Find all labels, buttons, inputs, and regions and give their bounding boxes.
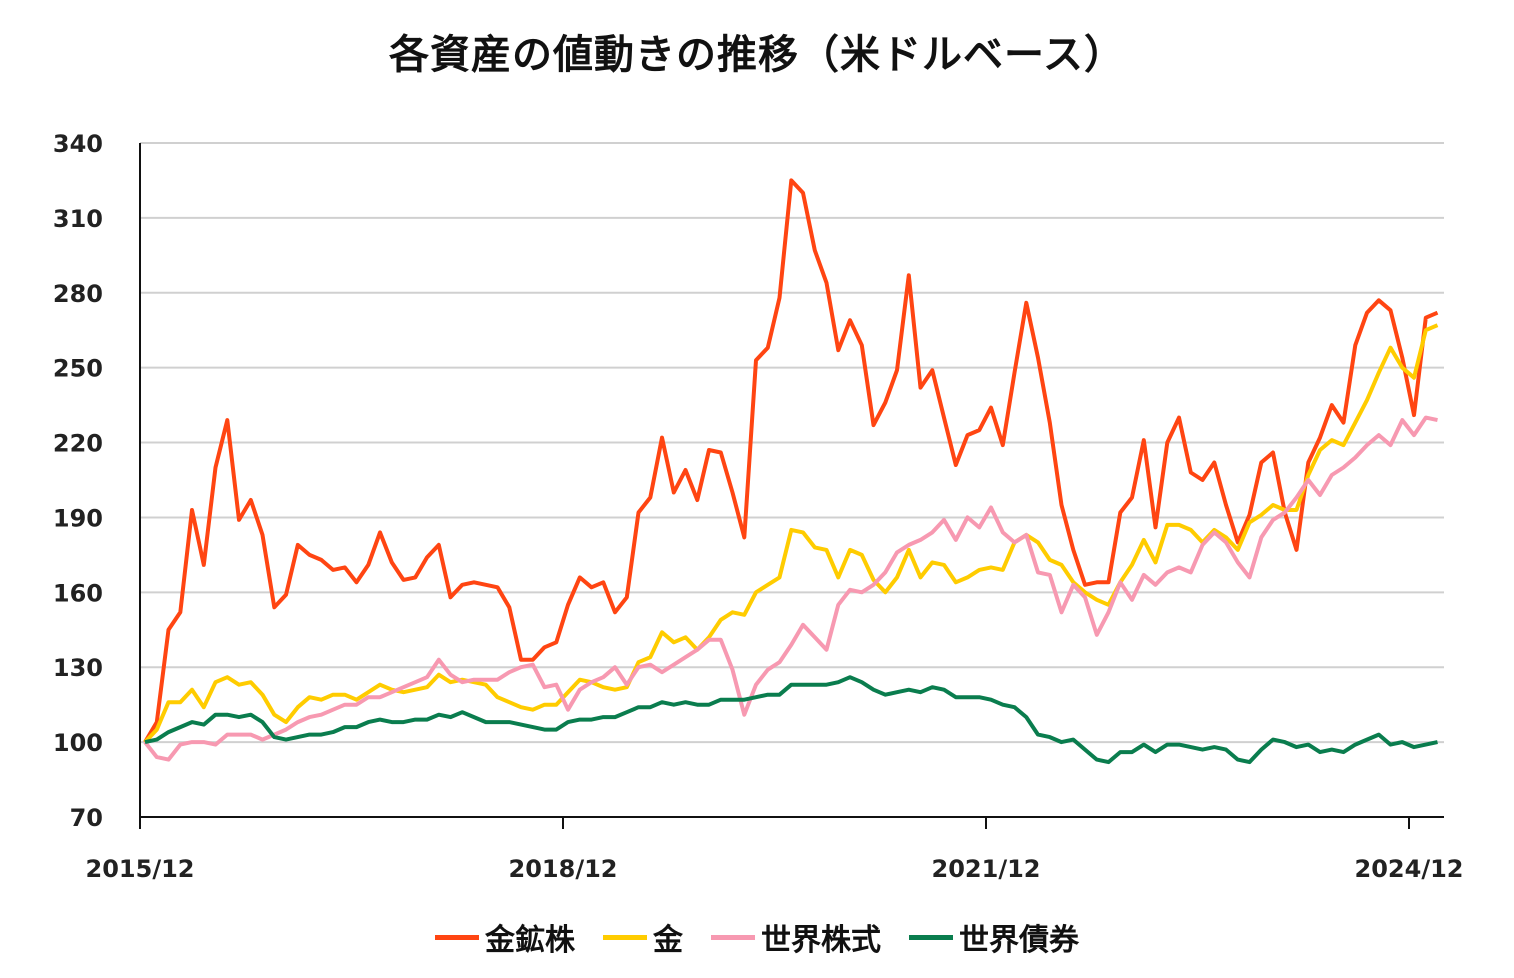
legend-item: 世界株式 <box>711 915 881 959</box>
y-tick-label: 130 <box>53 654 103 682</box>
legend-swatch <box>711 934 755 940</box>
legend-label: 金 <box>653 923 683 958</box>
legend-label: 世界株式 <box>761 923 881 958</box>
legend-label: 世界債券 <box>959 923 1079 958</box>
legend-item: 金 <box>603 915 683 959</box>
series-line-0 <box>143 178 1439 744</box>
legend-item: 金鉱株 <box>435 915 575 959</box>
chart-title: 各資産の値動きの推移（米ドルベース） <box>389 32 1125 78</box>
y-tick-label: 310 <box>53 205 103 233</box>
y-tick-label: 250 <box>53 355 103 383</box>
series-line-1 <box>143 323 1439 744</box>
y-tick-label: 160 <box>53 579 103 607</box>
legend-swatch <box>435 934 479 940</box>
legend-swatch <box>909 934 953 940</box>
legend: 金鉱株 金 世界株式 世界債券 <box>0 915 1514 959</box>
series-line-3 <box>144 675 1438 765</box>
x-tick-label: 2018/12 <box>509 855 618 883</box>
x-tick-label: 2015/12 <box>86 855 195 883</box>
legend-item: 世界債券 <box>909 915 1079 959</box>
y-tick-label: 70 <box>70 804 103 832</box>
x-tick-label: 2024/12 <box>1355 855 1464 883</box>
series-line-2 <box>143 415 1438 762</box>
legend-swatch <box>603 934 647 940</box>
y-tick-label: 100 <box>53 729 103 757</box>
y-tick-label: 190 <box>53 504 103 532</box>
x-tick-label: 2021/12 <box>932 855 1041 883</box>
y-tick-label: 220 <box>53 430 103 458</box>
legend-label: 金鉱株 <box>485 923 575 958</box>
y-tick-label: 280 <box>53 280 103 308</box>
y-tick-label: 340 <box>53 130 103 158</box>
